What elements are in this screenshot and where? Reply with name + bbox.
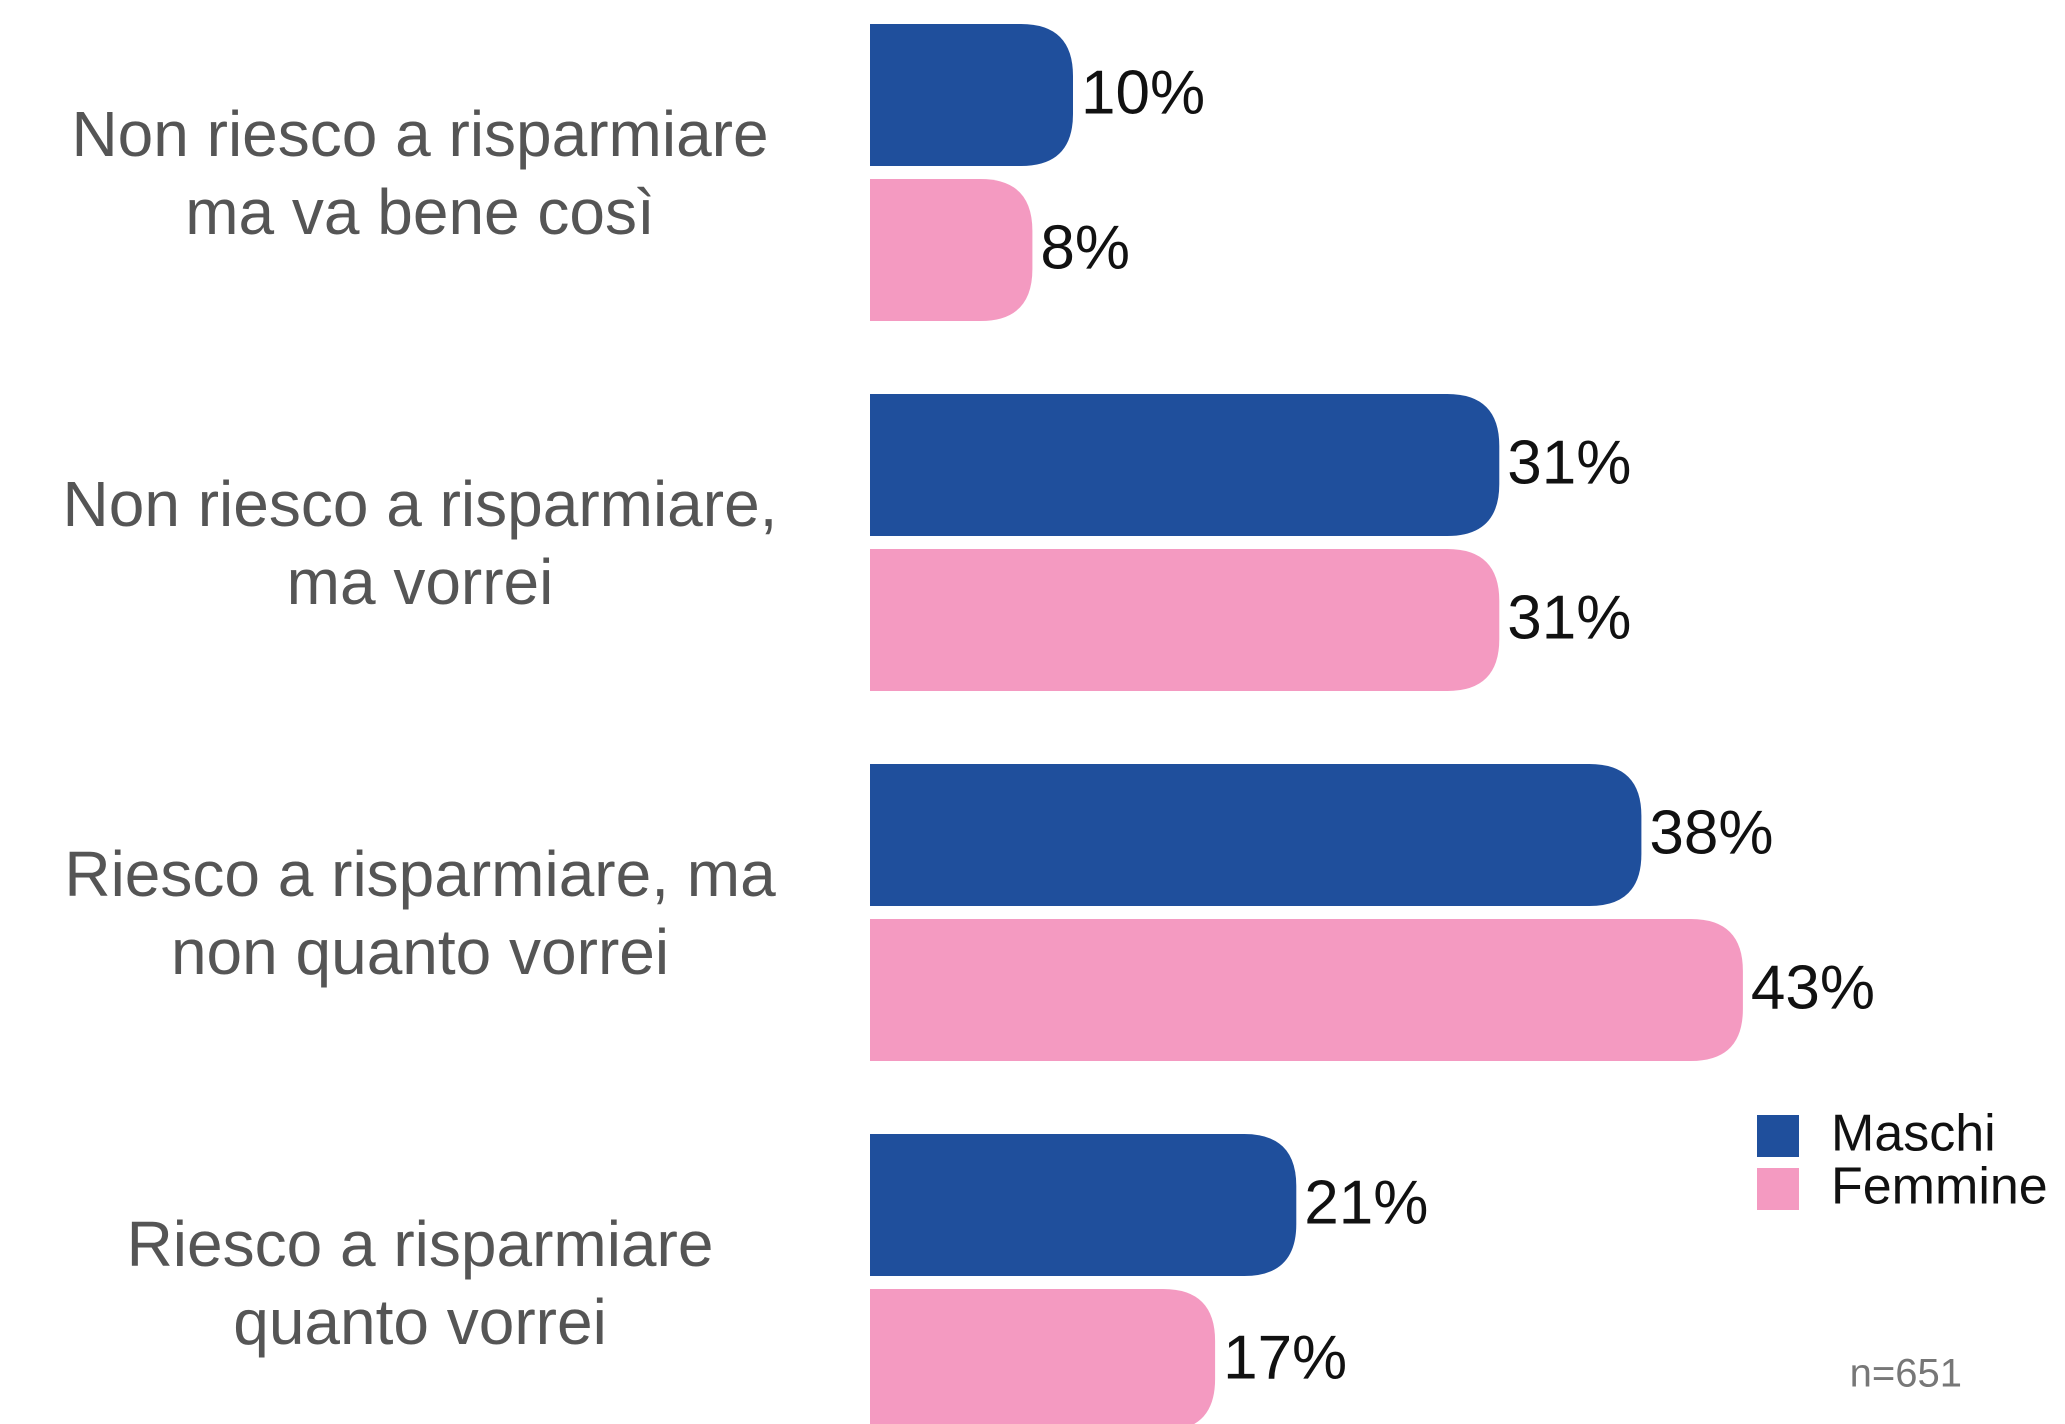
bar (870, 764, 1642, 906)
bar (870, 394, 1500, 536)
bar (870, 1134, 1297, 1276)
category-label: Non riesco a risparmiare ma va bene così (71, 97, 769, 248)
value-label: 31% (1507, 428, 1631, 497)
legend-swatch (1757, 1115, 1799, 1157)
bar (870, 179, 1033, 321)
category-label: Non riesco a risparmiare, ma vorrei (62, 467, 778, 618)
bar (870, 1289, 1216, 1424)
value-label: 21% (1304, 1168, 1428, 1237)
value-label: 43% (1751, 953, 1875, 1022)
category-label: Riesco a risparmiare, ma non quanto vorr… (64, 837, 776, 988)
value-label: 8% (1040, 213, 1130, 282)
legend-swatch (1757, 1168, 1799, 1210)
value-label: 17% (1223, 1323, 1347, 1392)
bar (870, 549, 1500, 691)
legend-label: Maschi (1831, 1105, 1996, 1163)
value-label: 10% (1081, 58, 1205, 127)
value-label: 38% (1649, 798, 1773, 867)
legend-label: Femmine (1831, 1158, 2048, 1216)
note: n=651 (1850, 1352, 1962, 1396)
bar (870, 919, 1743, 1061)
bar (870, 24, 1073, 166)
value-label: 31% (1507, 583, 1631, 652)
category-label: Riesco a risparmiare quanto vorrei (126, 1207, 714, 1358)
